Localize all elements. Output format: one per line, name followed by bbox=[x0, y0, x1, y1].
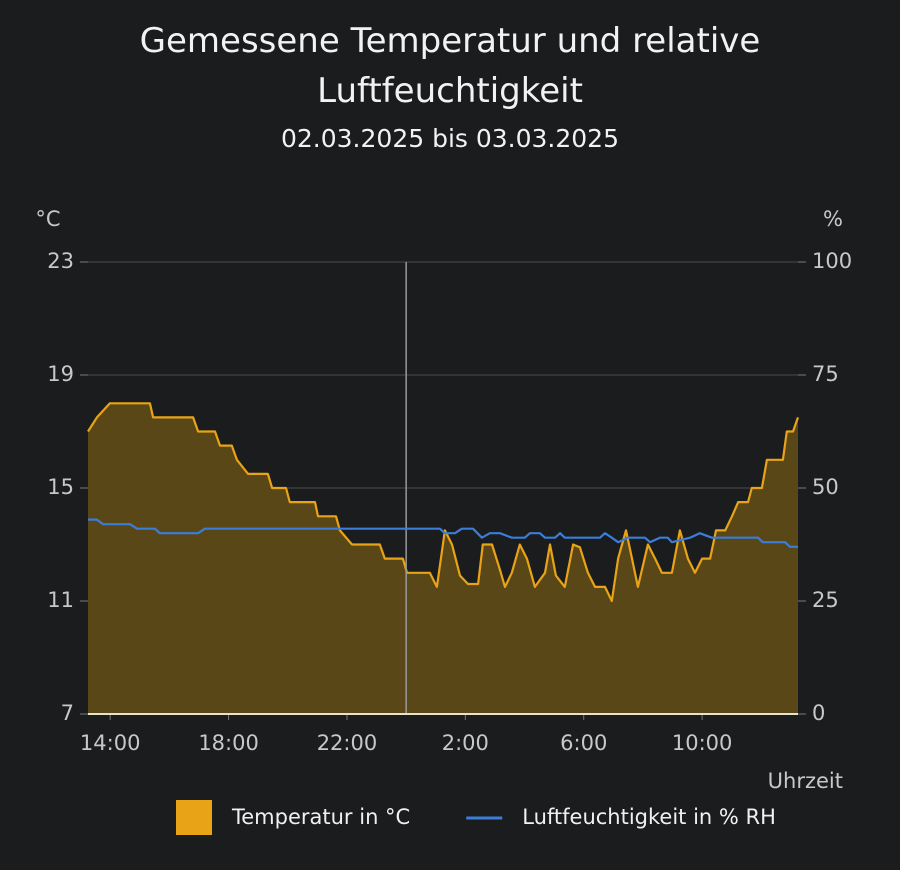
legend-swatch bbox=[176, 800, 212, 835]
chart-subtitle: 02.03.2025 bis 03.03.2025 bbox=[280, 124, 619, 153]
legend-label: Luftfeuchtigkeit in % RH bbox=[522, 805, 776, 829]
y-tick-label: 15 bbox=[47, 475, 74, 499]
x-tick-label: 6:00 bbox=[560, 731, 607, 755]
x-tick-label: 14:00 bbox=[80, 731, 141, 755]
x-tick-label: 2:00 bbox=[442, 731, 489, 755]
chart-title: Gemessene Temperatur und relative Luftfe… bbox=[139, 21, 761, 111]
legend-label: Temperatur in °C bbox=[231, 805, 410, 829]
area bbox=[88, 403, 798, 714]
y2-tick-label: 0 bbox=[812, 701, 825, 725]
x-tick-label: 10:00 bbox=[672, 731, 733, 755]
y-tick-label: 19 bbox=[47, 362, 74, 386]
y2-axis-label: % bbox=[823, 207, 843, 231]
x-tick-label: 22:00 bbox=[317, 731, 378, 755]
y2-tick-label: 75 bbox=[812, 362, 839, 386]
x-tick-label: 18:00 bbox=[198, 731, 259, 755]
y-tick-label: 7 bbox=[61, 701, 74, 725]
line bbox=[88, 518, 798, 548]
y2-tick-label: 25 bbox=[812, 588, 839, 612]
y-axis-label: °C bbox=[35, 207, 60, 231]
line bbox=[87, 402, 800, 603]
x-axis-label: Uhrzeit bbox=[768, 769, 843, 793]
y2-tick-label: 100 bbox=[812, 249, 852, 273]
y-tick-label: 11 bbox=[47, 588, 74, 612]
y2-tick-label: 50 bbox=[812, 475, 839, 499]
y-tick-label: 23 bbox=[47, 249, 74, 273]
